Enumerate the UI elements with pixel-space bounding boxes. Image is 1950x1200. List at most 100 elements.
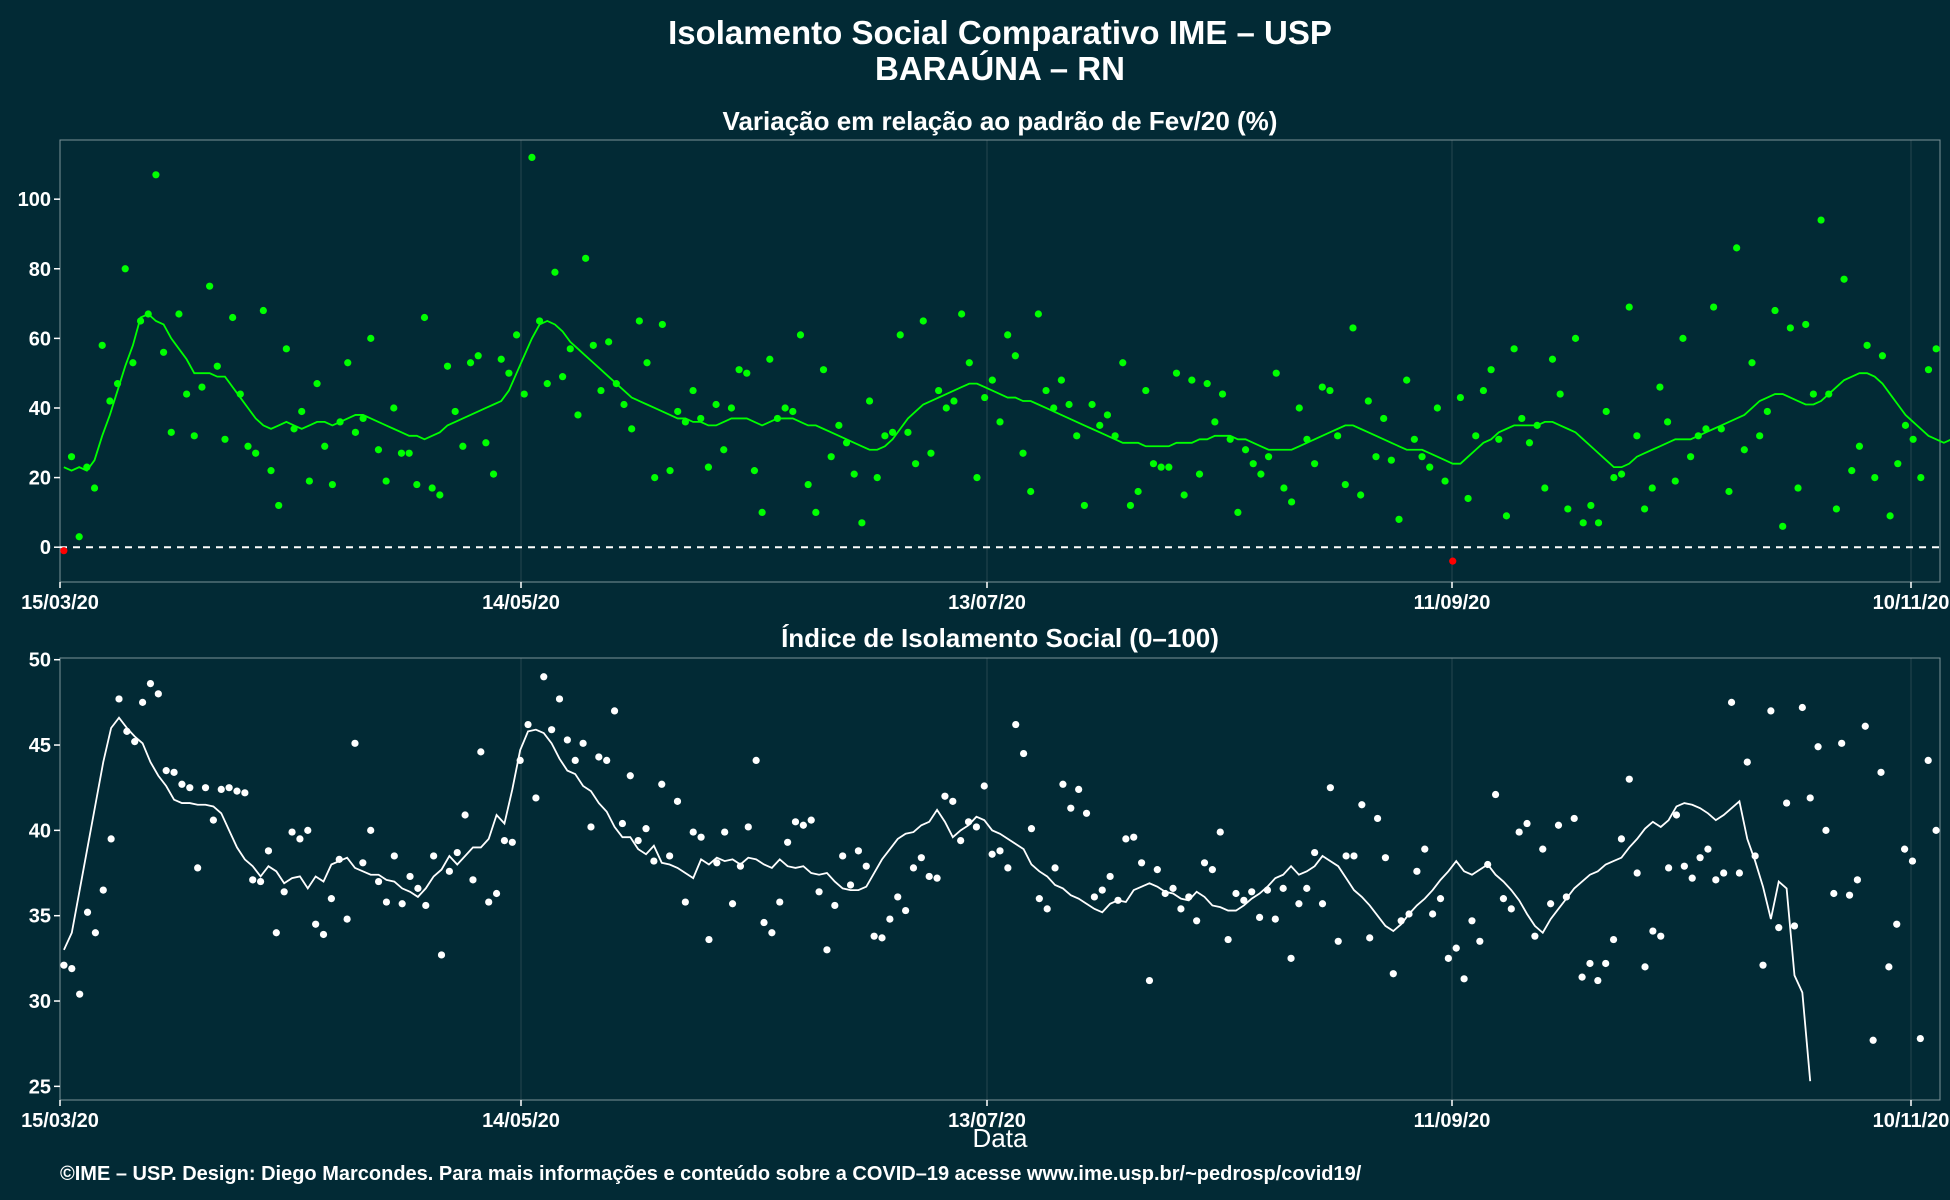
bottom-data-point bbox=[115, 695, 123, 703]
top-data-point bbox=[113, 380, 122, 388]
bottom-data-point bbox=[1743, 758, 1751, 766]
top-data-point bbox=[198, 383, 206, 391]
top-y-tick-label: 80 bbox=[29, 259, 51, 281]
bottom-data-point bbox=[382, 898, 391, 906]
top-data-point bbox=[1587, 501, 1595, 510]
top-data-point bbox=[796, 331, 805, 339]
top-data-point bbox=[1403, 376, 1411, 384]
top-data-point bbox=[267, 467, 275, 475]
bottom-data-point bbox=[201, 784, 210, 792]
top-data-point bbox=[1188, 376, 1196, 384]
bottom-data-point bbox=[343, 915, 351, 923]
bottom-data-point bbox=[1153, 866, 1161, 874]
top-data-point bbox=[543, 380, 551, 388]
top-data-point bbox=[328, 480, 337, 489]
bottom-data-point bbox=[618, 819, 627, 828]
top-data-point bbox=[1901, 421, 1910, 429]
bottom-data-point bbox=[414, 884, 422, 892]
top-data-point bbox=[1640, 505, 1649, 513]
bottom-data-point bbox=[1641, 963, 1649, 971]
top-data-point bbox=[605, 338, 613, 346]
bottom-data-point bbox=[178, 780, 186, 788]
top-data-point bbox=[727, 404, 736, 412]
top-data-point bbox=[1165, 463, 1173, 471]
bottom-data-point bbox=[1436, 895, 1445, 903]
top-data-point bbox=[1472, 432, 1480, 440]
bottom-data-point bbox=[1924, 756, 1932, 764]
top-data-point bbox=[1011, 352, 1019, 360]
top-panel-frame bbox=[59, 139, 1941, 583]
top-data-point bbox=[1357, 491, 1365, 499]
bottom-data-point bbox=[1263, 886, 1272, 894]
top-moving-average-line bbox=[63, 312, 1950, 472]
bottom-data-point bbox=[1413, 867, 1421, 875]
top-data-point bbox=[482, 439, 490, 447]
top-data-point bbox=[136, 317, 145, 325]
bottom-data-point bbox=[878, 934, 886, 942]
bottom-data-point bbox=[68, 964, 76, 973]
bottom-data-point bbox=[359, 859, 367, 867]
bottom-data-point bbox=[563, 736, 571, 744]
bottom-x-tick-label: 10/11/20 bbox=[1873, 1110, 1950, 1132]
bottom-data-point bbox=[1106, 872, 1114, 881]
bottom-data-point bbox=[776, 898, 784, 906]
bottom-data-point bbox=[1059, 780, 1067, 788]
top-data-point bbox=[1180, 491, 1188, 499]
bottom-data-point bbox=[673, 797, 682, 805]
bottom-x-tick-label: 11/09/20 bbox=[1414, 1110, 1491, 1132]
bottom-data-point bbox=[1617, 835, 1626, 843]
top-data-point bbox=[1318, 383, 1326, 391]
top-data-point bbox=[1203, 380, 1211, 388]
bottom-moving-average-line bbox=[63, 716, 1812, 1082]
bottom-data-point bbox=[1318, 900, 1327, 908]
bottom-data-point bbox=[1137, 859, 1146, 867]
top-data-point bbox=[282, 345, 290, 353]
bottom-data-point bbox=[846, 881, 855, 889]
top-y-tick-label: 0 bbox=[40, 537, 51, 559]
bottom-data-point bbox=[162, 767, 170, 775]
bottom-data-point bbox=[296, 835, 304, 843]
top-data-point bbox=[359, 414, 367, 423]
bottom-y-tick-label: 50 bbox=[29, 650, 51, 672]
bottom-data-point bbox=[1853, 876, 1862, 884]
top-data-point bbox=[420, 313, 429, 322]
top-data-point bbox=[1917, 473, 1925, 482]
top-x-tick-label: 13/07/20 bbox=[948, 592, 1026, 614]
bottom-data-point bbox=[445, 867, 453, 875]
bottom-data-point bbox=[272, 929, 280, 937]
top-data-point bbox=[1924, 366, 1933, 374]
bottom-data-point bbox=[1688, 874, 1696, 882]
bottom-data-point bbox=[91, 929, 99, 937]
top-data-point bbox=[1464, 494, 1472, 503]
top-y-tick-label: 60 bbox=[29, 328, 51, 350]
bottom-data-point bbox=[1145, 976, 1154, 985]
top-data-point bbox=[1725, 487, 1733, 496]
top-data-point bbox=[835, 421, 843, 429]
top-y-tick-label: 40 bbox=[29, 398, 51, 420]
bottom-data-point bbox=[312, 920, 320, 928]
top-data-point bbox=[1571, 334, 1580, 342]
top-y-tick-label: 20 bbox=[29, 468, 51, 490]
top-data-point bbox=[351, 428, 360, 436]
bottom-data-point bbox=[1444, 954, 1452, 962]
bottom-data-point bbox=[1240, 896, 1248, 904]
bottom-data-point bbox=[280, 888, 288, 896]
bottom-data-point bbox=[807, 816, 815, 824]
top-data-point bbox=[643, 359, 651, 367]
top-data-point bbox=[428, 484, 436, 492]
bottom-data-point bbox=[492, 889, 501, 898]
bottom-data-point bbox=[1405, 910, 1413, 918]
top-data-point bbox=[1863, 341, 1871, 349]
bottom-data-point bbox=[540, 673, 548, 681]
bottom-data-point bbox=[760, 918, 768, 927]
bottom-data-point bbox=[1696, 854, 1704, 862]
top-data-point bbox=[1395, 515, 1403, 523]
top-data-point bbox=[129, 359, 137, 367]
bottom-data-point bbox=[1397, 917, 1405, 925]
bottom-data-point bbox=[933, 874, 941, 882]
bottom-y-tick-label: 30 bbox=[29, 991, 51, 1013]
bottom-data-point bbox=[1326, 784, 1334, 792]
top-data-point bbox=[1894, 460, 1902, 468]
top-data-point bbox=[1096, 421, 1104, 429]
